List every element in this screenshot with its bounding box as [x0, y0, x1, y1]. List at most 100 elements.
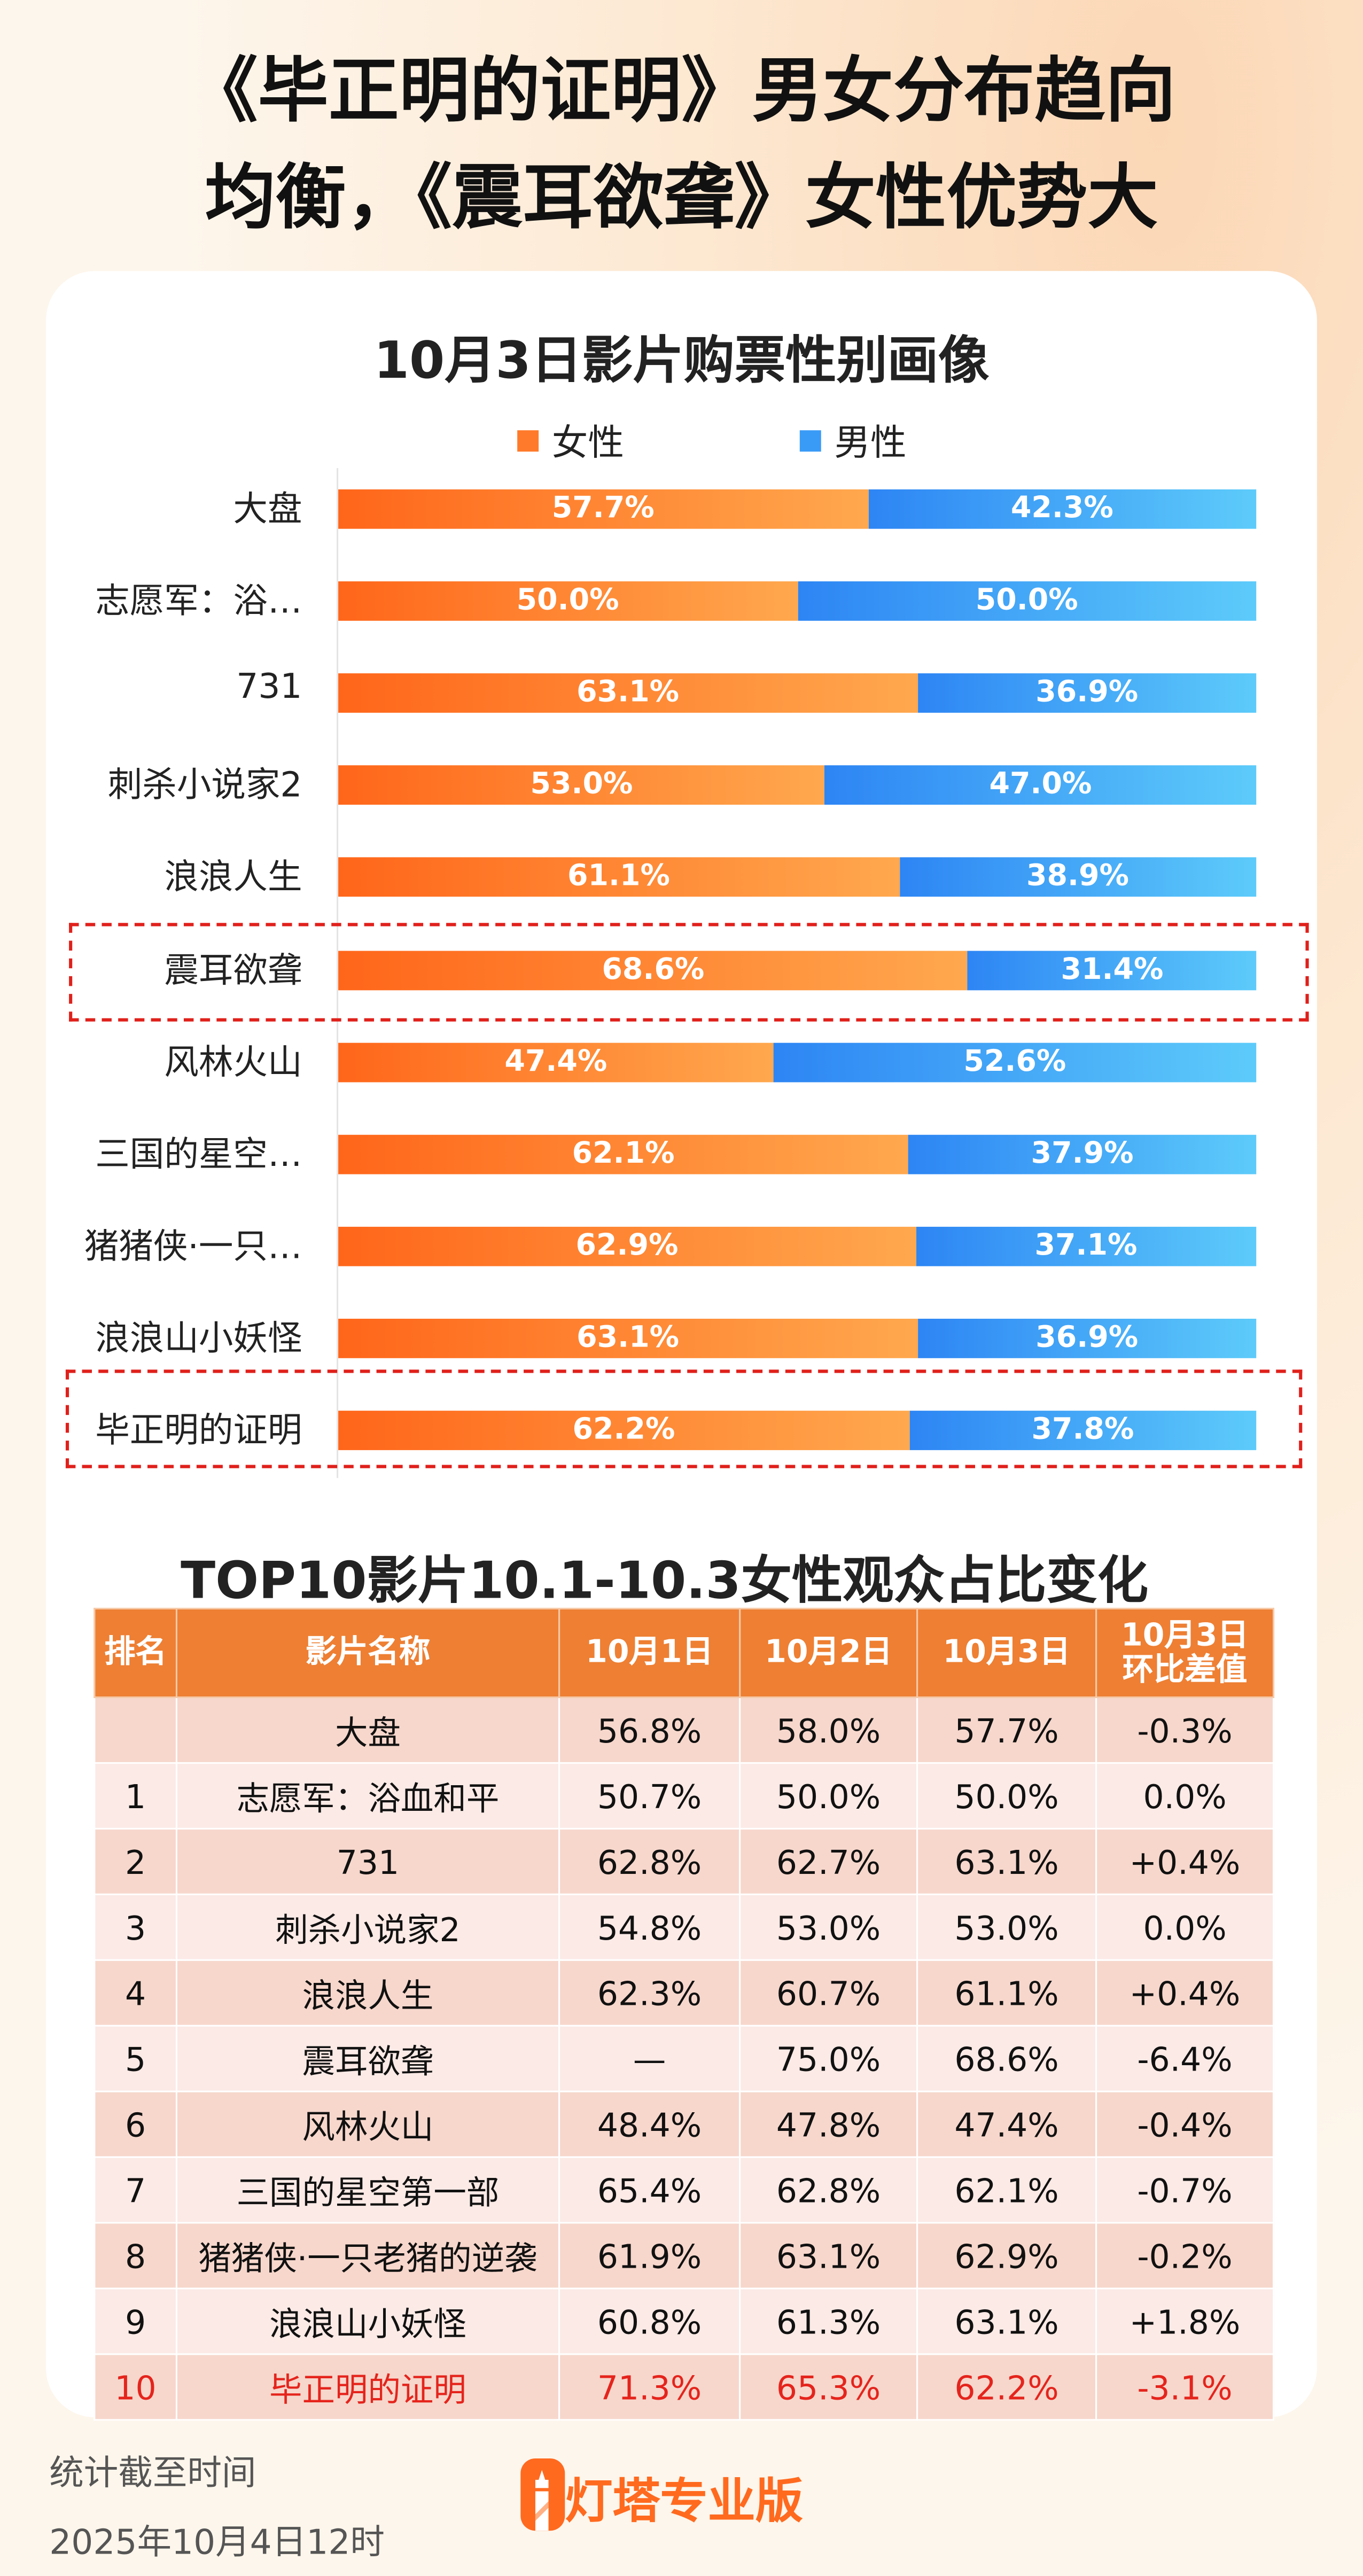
table-row: 1 志愿军：浴血和平 50.7% 50.0% 50.0% 0.0% [94, 1762, 1275, 1830]
bar-male: 50.0% [797, 581, 1257, 621]
bar-male: 47.0% [824, 766, 1257, 805]
table-cell: 56.8% [558, 1696, 741, 1764]
table-cell: 50.0% [916, 1762, 1097, 1830]
table-cell: -0.7% [1095, 2156, 1275, 2224]
table-cell: 三国的星空第一部 [175, 2156, 560, 2224]
legend-label-female: 女性 [551, 423, 624, 465]
table-cell: 47.8% [739, 2090, 918, 2158]
table-cell: 5 [94, 2025, 177, 2092]
category-label: 刺杀小说家2 [107, 766, 302, 805]
female-ratio-table: 排名 影片名称 10月1日 10月2日 10月3日 10月3日 环比差值 大盘 56.8% 5… [94, 1607, 1275, 2421]
table-row: 10 毕正明的证明 71.3% 65.3% 62.2% -3.1% [94, 2353, 1275, 2421]
table-cell: 71.3% [558, 2353, 741, 2421]
category-label: 风林火山 [164, 1042, 302, 1082]
bar-male: 37.8% [909, 1411, 1257, 1450]
bar-row: 震耳欲聋 68.6% 31.4% [0, 950, 1363, 990]
category-label: 志愿军：浴… [95, 581, 302, 621]
table-cell: 8 [94, 2222, 177, 2290]
highlight-box-bizhengming [65, 1369, 1303, 1468]
bar-female: 63.1% [338, 1318, 918, 1358]
data-label: 36.9% [1035, 1320, 1139, 1355]
data-label: 50.0% [516, 583, 619, 618]
table-cell: -0.2% [1095, 2222, 1275, 2290]
bar-row: 志愿军：浴… 50.0% 50.0% [0, 581, 1363, 621]
data-label: 37.1% [1034, 1228, 1138, 1263]
headline-line-2: 均衡，《震耳欲聋》女性优势大 [205, 158, 1158, 240]
category-label: 猪猪侠·一只… [84, 1226, 302, 1266]
table-cell: -3.1% [1095, 2353, 1275, 2421]
bar-female: 50.0% [338, 581, 798, 621]
table-row: 5 震耳欲聋 —75.0% 68.6% -6.4% [94, 2025, 1275, 2092]
bar-male: 42.3% [868, 489, 1257, 529]
table-cell: 63.1% [916, 2287, 1097, 2355]
table-cell: 60.8% [558, 2287, 741, 2355]
data-label: 36.9% [1035, 675, 1139, 710]
table-cell: 60.7% [739, 1959, 918, 2027]
data-label: 62.1% [572, 1135, 675, 1171]
table-cell: 浪浪人生 [175, 1959, 560, 2027]
table-cell: 震耳欲聋 [175, 2025, 560, 2092]
table-cell: 53.0% [739, 1893, 918, 1961]
table-cell: 63.1% [739, 2222, 918, 2290]
table-cell: 猪猪侠·一只老猪的逆袭 [175, 2222, 560, 2290]
headline-line-1: 《毕正明的证明》男女分布趋向 [187, 51, 1176, 133]
bar-row: 浪浪山小妖怪 63.1% 36.9% [0, 1318, 1363, 1358]
table-cell: 62.2% [916, 2353, 1097, 2421]
table-cell: 62.8% [558, 1827, 741, 1895]
column-header: 排名 [94, 1607, 177, 1698]
table-cell: 0.0% [1095, 1893, 1275, 1961]
data-label: 47.0% [989, 767, 1092, 802]
data-label: 47.4% [504, 1044, 607, 1079]
bar-female: 63.1% [338, 673, 918, 713]
column-header: 影片名称 [175, 1607, 560, 1698]
table-cell: 1 [94, 1762, 177, 1830]
category-label: 三国的星空… [95, 1134, 302, 1174]
table-cell: 大盘 [175, 1696, 560, 1764]
data-label: 62.9% [575, 1228, 679, 1263]
bar-female: 62.1% [338, 1134, 909, 1174]
table-cell: 65.3% [739, 2353, 918, 2421]
table-cell: 3 [94, 1893, 177, 1961]
bar-male: 37.1% [915, 1226, 1257, 1266]
table-cell: 志愿军：浴血和平 [175, 1762, 560, 1830]
table-title: TOP10影片10.1-10.3女性观众占比变化 [181, 1552, 1149, 1612]
bar-male: 31.4% [968, 950, 1257, 990]
table-cell: 毕正明的证明 [175, 2353, 560, 2421]
data-label: 38.9% [1026, 859, 1129, 894]
y-axis-line [337, 468, 339, 1478]
legend-swatch-female [517, 429, 539, 451]
data-label: 63.1% [577, 675, 680, 710]
bar-male: 37.9% [908, 1134, 1257, 1174]
category-label: 浪浪人生 [164, 858, 302, 898]
bar-row: 风林火山 47.4% 52.6% [0, 1042, 1363, 1082]
data-label: 50.0% [975, 583, 1078, 618]
bar-female: 47.4% [338, 1042, 774, 1082]
column-header: 10月3日 [916, 1607, 1097, 1698]
bar-row: 毕正明的证明 62.2% 37.8% [0, 1411, 1363, 1450]
data-label: 68.6% [602, 952, 705, 986]
bar-row: 刺杀小说家2 53.0% 47.0% [0, 766, 1363, 805]
table-header-row: 排名 影片名称 10月1日 10月2日 10月3日 10月3日 环比差值 [94, 1607, 1275, 1698]
category-label: 浪浪山小妖怪 [95, 1318, 302, 1358]
category-label: 震耳欲聋 [164, 950, 302, 990]
table-row: 7 三国的星空第一部 65.4% 62.8% 62.1% -0.7% [94, 2156, 1275, 2224]
bar-female: 62.2% [338, 1411, 909, 1450]
highlight-box-zhenerlyulong [69, 923, 1309, 1022]
category-label: 731 [236, 667, 302, 707]
table-cell: 62.3% [558, 1959, 741, 2027]
data-label: 63.1% [577, 1320, 680, 1355]
table-cell: -0.3% [1095, 1696, 1275, 1764]
bar-row: 浪浪人生 61.1% 38.9% [0, 858, 1363, 898]
table-cell: 浪浪山小妖怪 [175, 2287, 560, 2355]
bar-female: 61.1% [338, 858, 899, 898]
table-cell: 53.0% [916, 1893, 1097, 1961]
table-cell: 2 [94, 1827, 177, 1895]
table-cell: 62.7% [739, 1827, 918, 1895]
legend-male: 男性 [799, 414, 907, 466]
data-label: 37.8% [1031, 1412, 1134, 1447]
footer-timestamp: 2025年10月4日12时 [49, 2522, 385, 2562]
table-cell: 68.6% [916, 2025, 1097, 2092]
bar-row: 731 63.1% 36.9% [0, 667, 1363, 713]
table-cell: 7 [94, 2156, 177, 2224]
